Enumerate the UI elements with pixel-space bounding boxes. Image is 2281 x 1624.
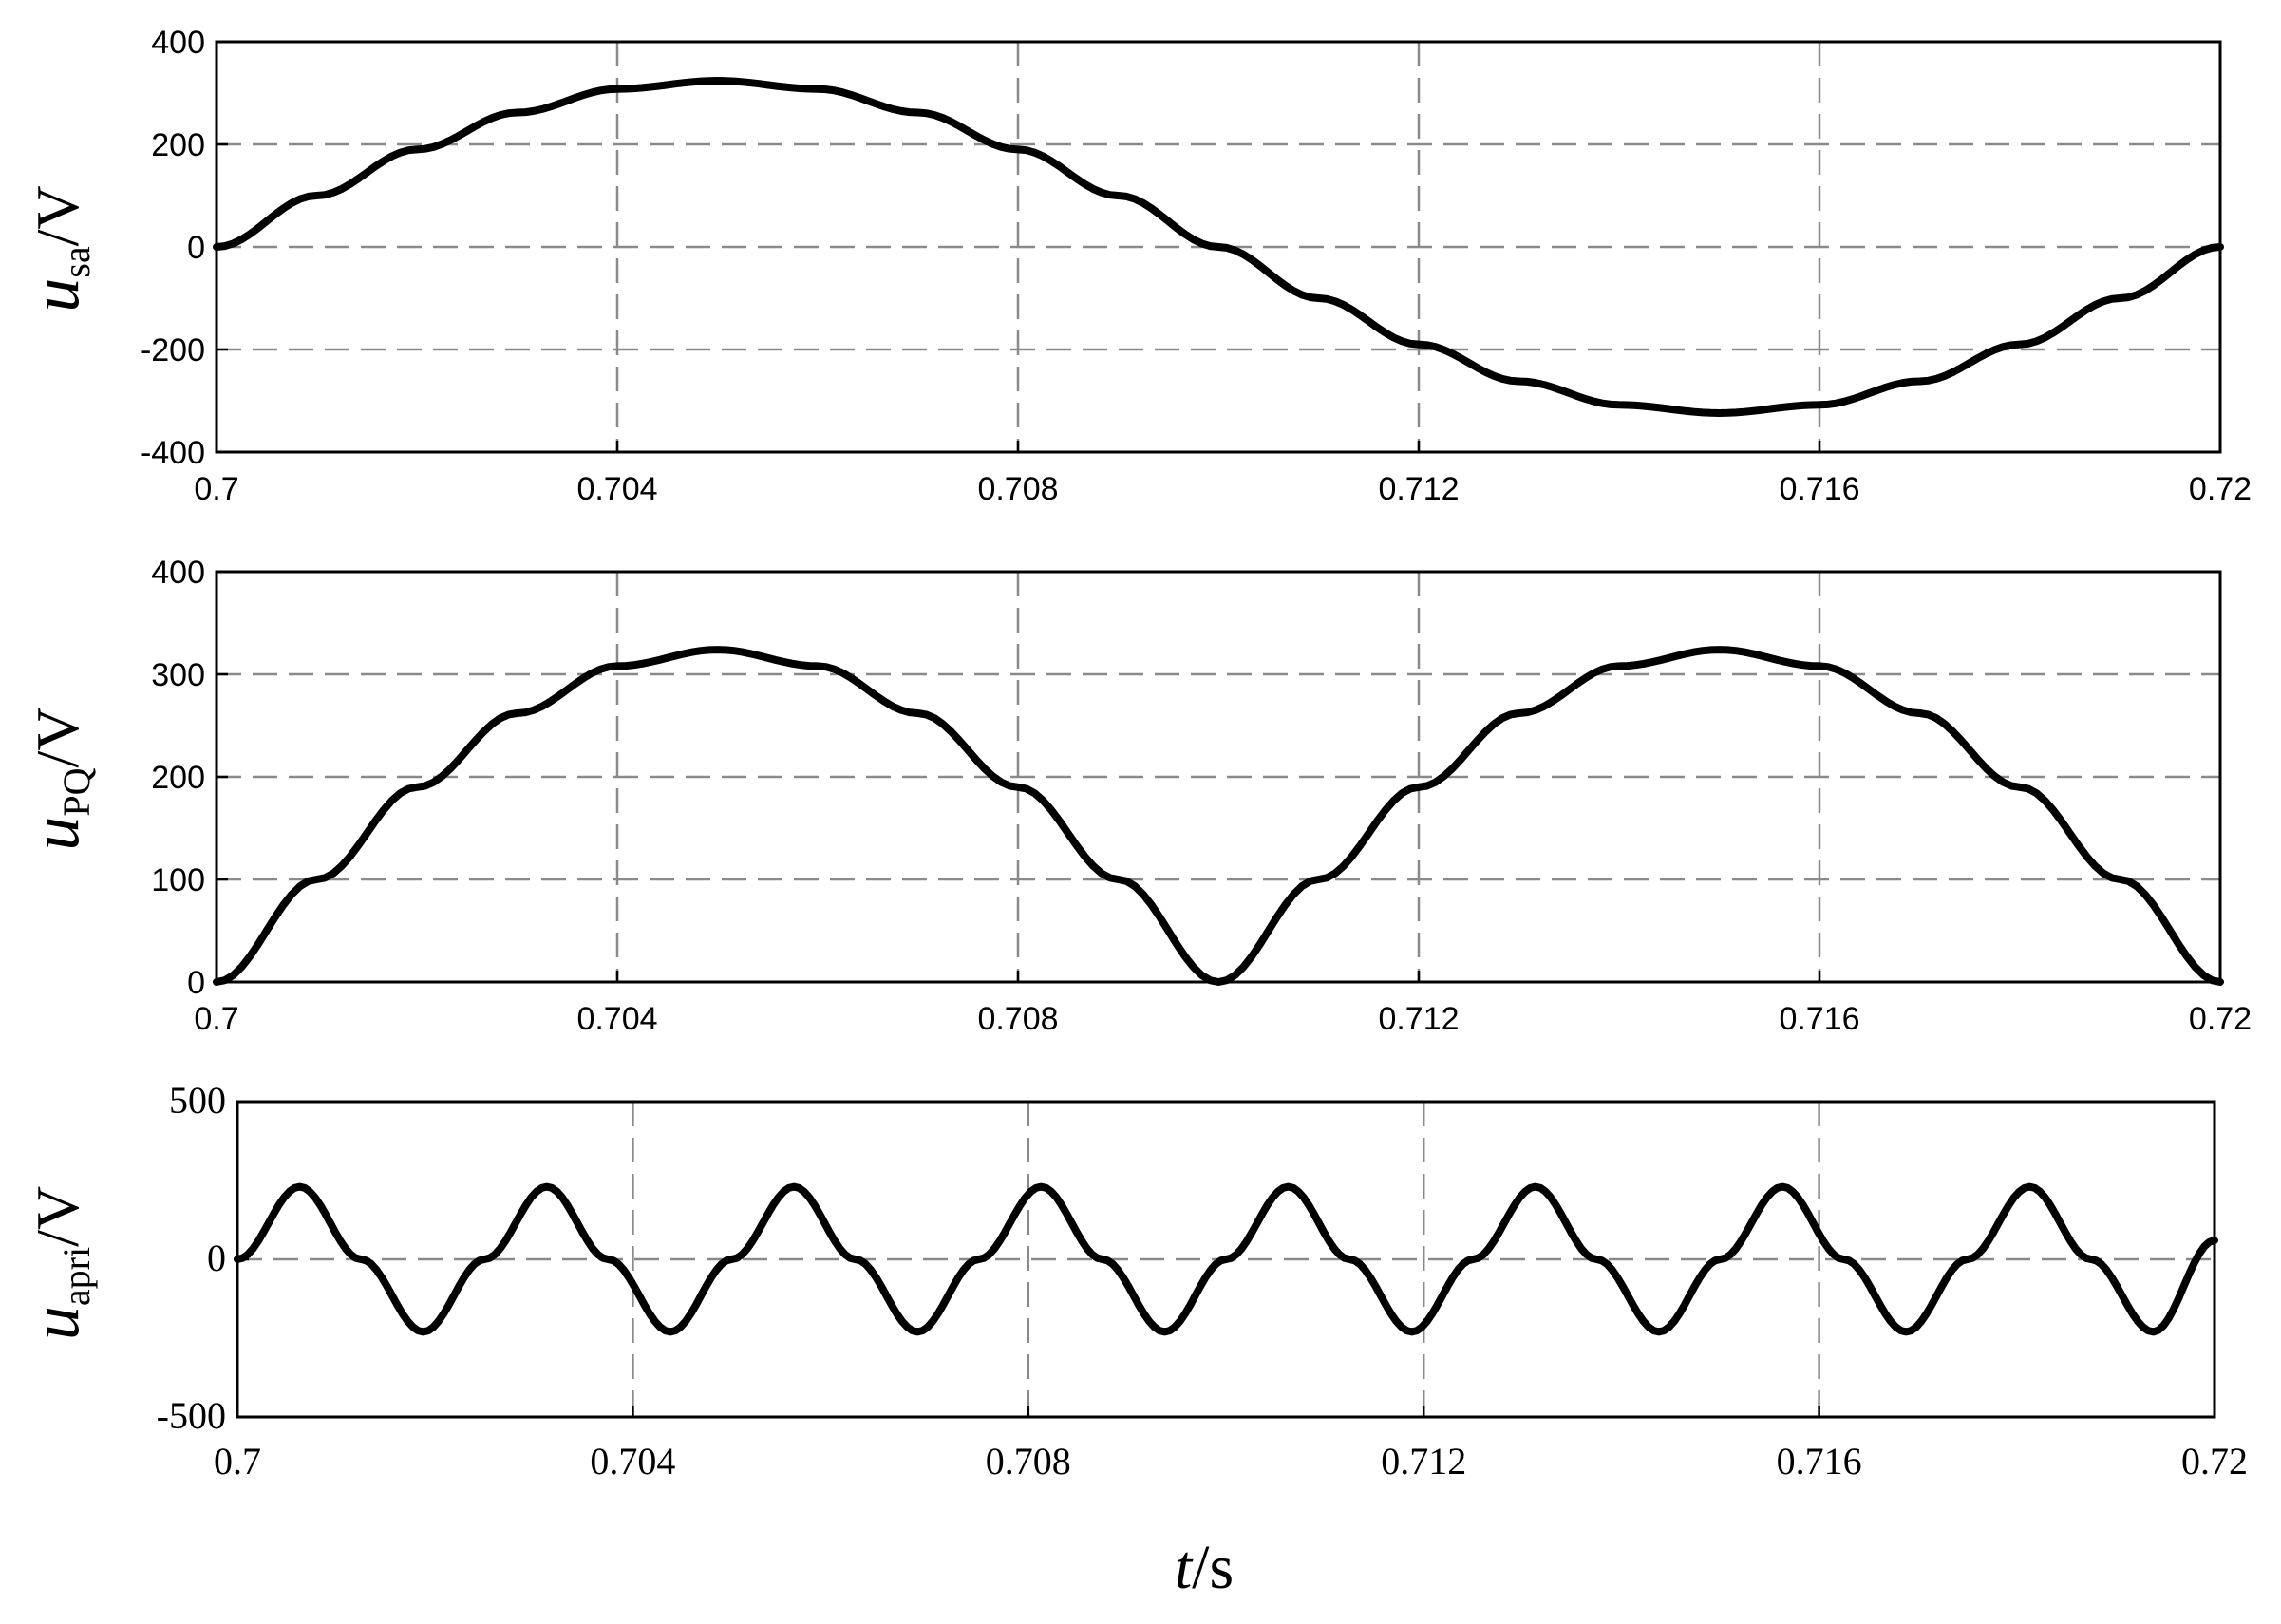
- y-axis-label-unit: /V: [24, 707, 91, 767]
- x-tick-label: 0.716: [1777, 1440, 1862, 1482]
- y-tick-label: 0: [187, 230, 205, 266]
- x-tick-label: 0.712: [1378, 1001, 1459, 1037]
- y-axis-label: uPQ/V: [17, 707, 98, 850]
- x-tick-label: 0.708: [986, 1440, 1071, 1482]
- series-line: [213, 646, 2224, 986]
- y-axis-label: usa/V: [17, 185, 98, 312]
- y-tick-label: 0: [207, 1237, 226, 1279]
- x-tick-label: 0.716: [1779, 1001, 1859, 1037]
- x-tick-label: 0.704: [590, 1440, 675, 1482]
- panel-usa: 0.7 0.704 0.708 0.712 0.716 0.72 -400 -200 0 200 4…: [17, 25, 2252, 507]
- y-axis-label-var: u: [17, 817, 93, 851]
- x-tick-label: 0.7: [194, 471, 238, 507]
- x-tick-label: 0.7: [214, 1440, 261, 1482]
- x-axis-label-var: t: [1175, 1533, 1194, 1602]
- x-tick-label: 0.7: [194, 1001, 238, 1037]
- y-tick-label: 100: [151, 862, 205, 898]
- x-axis-label: t/s: [1175, 1533, 1234, 1602]
- x-tick-label: 0.716: [1779, 471, 1859, 507]
- x-tick-label: 0.708: [977, 1001, 1058, 1037]
- y-tick-label: 200: [151, 760, 205, 796]
- y-axis-label-sub: apri: [55, 1247, 98, 1306]
- series-line: [234, 1182, 2218, 1336]
- y-tick-label: -500: [157, 1394, 226, 1437]
- x-tick-label: 0.712: [1378, 471, 1459, 507]
- y-tick-label: 200: [151, 127, 205, 163]
- y-tick-label: 400: [151, 25, 205, 61]
- y-tick-label: 300: [151, 657, 205, 693]
- y-tick-label: 0: [187, 965, 205, 1001]
- x-axis-label-unit: /s: [1192, 1533, 1234, 1602]
- x-tick-label: 0.72: [2189, 471, 2252, 507]
- x-tick-label: 0.704: [576, 471, 657, 507]
- y-tick-label: -200: [141, 332, 205, 368]
- x-tick-label: 0.708: [977, 471, 1058, 507]
- y-axis-label-var: u: [17, 278, 93, 312]
- y-axis-label-sub: sa: [55, 246, 98, 278]
- y-axis-label-unit: /V: [24, 185, 91, 246]
- x-tick-label: 0.72: [2189, 1001, 2252, 1037]
- x-tick-label: 0.72: [2181, 1440, 2248, 1482]
- panel-uapri: 0.7 0.704 0.708 0.712 0.716 0.72 -500 0 500 uapri…: [17, 1079, 2248, 1482]
- y-axis-label-unit: /V: [24, 1186, 91, 1247]
- x-tick-label: 0.704: [576, 1001, 657, 1037]
- y-axis-label-sub: PQ: [55, 767, 98, 816]
- y-tick-label: 500: [169, 1079, 226, 1122]
- y-tick-label: -400: [141, 435, 205, 471]
- y-axis-label-var: u: [17, 1306, 93, 1340]
- y-tick-label: 400: [151, 555, 205, 591]
- series-line: [213, 77, 2224, 417]
- x-tick-label: 0.712: [1381, 1440, 1466, 1482]
- panel-upq: 0.7 0.704 0.708 0.712 0.716 0.72 0 100 200 300 400…: [17, 555, 2252, 1037]
- y-axis-label: uapri/V: [17, 1186, 98, 1340]
